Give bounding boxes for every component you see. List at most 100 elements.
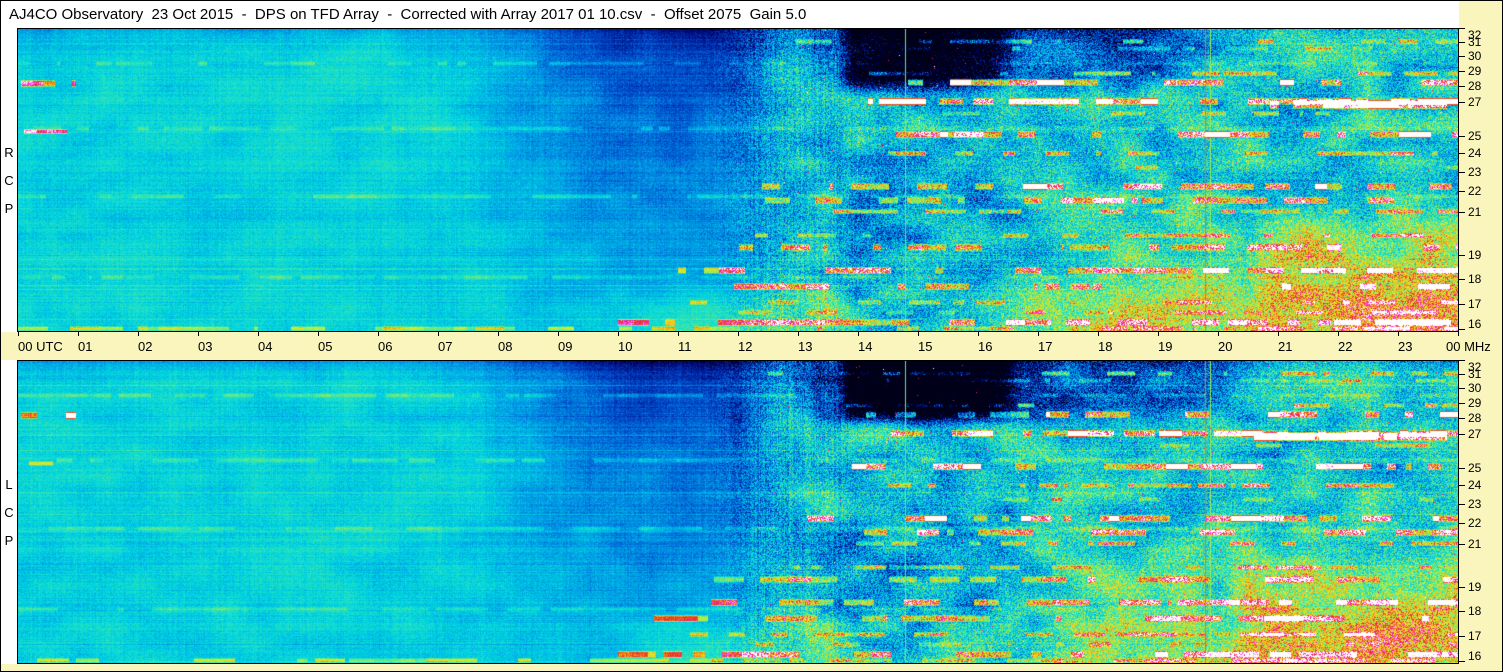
time-tick — [138, 332, 139, 336]
frequency-tick — [1459, 70, 1465, 72]
frequency-tick-label: 18 — [1468, 603, 1482, 618]
time-tick — [798, 332, 799, 336]
frequency-tick-label: 29 — [1468, 63, 1482, 78]
frequency-tick — [1459, 661, 1465, 662]
frequency-tick — [1459, 41, 1465, 43]
frequency-tick-label: 19 — [1468, 580, 1482, 595]
frequency-tick-label: 23 — [1468, 164, 1482, 179]
frequency-tick-label: 22 — [1468, 184, 1482, 199]
time-tick — [978, 332, 979, 336]
channel-letter: R — [4, 144, 14, 160]
frequency-tick-label: 31 — [1468, 34, 1482, 49]
frequency-tick — [1459, 587, 1465, 589]
frequency-tick-label: 29 — [1468, 395, 1482, 410]
frequency-tick — [1459, 373, 1465, 375]
time-tick-label: 10 — [618, 339, 633, 354]
frequency-tick — [1459, 360, 1465, 361]
time-tick-label: 02 — [138, 339, 153, 354]
frequency-tick — [1459, 523, 1465, 525]
frequency-tick-label: 16 — [1468, 649, 1482, 663]
time-tick — [918, 332, 919, 336]
time-tick-label: 05 — [318, 339, 333, 354]
time-tick — [738, 332, 739, 336]
time-tick-label: 15 — [918, 339, 933, 354]
frequency-tick — [1459, 635, 1465, 637]
frequency-tick-label: 25 — [1468, 460, 1482, 475]
time-tick-label: 11 — [678, 339, 692, 354]
title-bar: AJ4CO Observatory 23 Oct 2015 - DPS on T… — [1, 1, 1459, 28]
frequency-tick-label: 25 — [1468, 128, 1482, 143]
frequency-tick — [1459, 102, 1465, 104]
frequency-tick — [1459, 211, 1465, 213]
time-tick-label: 17 — [1038, 339, 1053, 354]
time-tick-label: 01 — [78, 339, 93, 354]
time-tick-label: 09 — [558, 339, 573, 354]
time-tick-label: 16 — [978, 339, 993, 354]
bottom-margin — [1, 664, 1459, 671]
frequency-tick-label: 17 — [1468, 628, 1482, 643]
frequency-tick — [1459, 303, 1465, 305]
frequency-tick — [1459, 56, 1465, 58]
frequency-tick — [1459, 278, 1465, 280]
time-tick — [1218, 332, 1219, 336]
frequency-tick — [1459, 610, 1465, 612]
frequency-tick — [1459, 503, 1465, 505]
frequency-tick-label: 28 — [1468, 411, 1482, 426]
frequency-tick — [1459, 418, 1465, 420]
frequency-tick — [1459, 467, 1465, 469]
frequency-tick-label: 32 — [1468, 360, 1482, 374]
frequency-tick-label: 28 — [1468, 79, 1482, 94]
frequency-tick-label: 18 — [1468, 271, 1482, 286]
time-tick-label: 12 — [738, 339, 753, 354]
frequency-tick — [1459, 191, 1465, 193]
frequency-tick — [1459, 329, 1465, 330]
frequency-tick-label: 24 — [1468, 478, 1482, 493]
time-tick — [1158, 332, 1159, 336]
frequency-axis-gutter — [1459, 1, 1502, 671]
frequency-tick — [1459, 28, 1465, 29]
time-tick — [438, 332, 439, 336]
spectrogram-panel-rcp — [17, 28, 1459, 332]
frequency-tick-label: 32 — [1468, 28, 1482, 42]
time-tick-label: 14 — [858, 339, 873, 354]
spectrogram-canvas-lcp — [18, 361, 1458, 663]
frequency-labels-lcp: 32 31 30 29 28 27 25 24 23 22 21 19 18 17 16 — [1459, 360, 1502, 664]
frequency-tick — [1459, 402, 1465, 404]
frequency-tick-label: 30 — [1468, 49, 1482, 64]
time-tick — [1098, 332, 1099, 336]
time-tick-label: 19 — [1158, 339, 1173, 354]
spectrogram-canvas-rcp — [18, 29, 1458, 331]
time-tick-label: 06 — [378, 339, 393, 354]
channel-letter: L — [5, 476, 13, 492]
time-tick — [78, 332, 79, 336]
frequency-tick-label: 19 — [1468, 248, 1482, 263]
time-tick-label: 08 — [498, 339, 513, 354]
frequency-tick — [1459, 86, 1465, 88]
channel-letter: P — [4, 200, 14, 216]
time-tick — [1278, 332, 1279, 336]
frequency-tick — [1459, 543, 1465, 545]
time-tick — [678, 332, 679, 336]
frequency-tick-label: 17 — [1468, 296, 1482, 311]
time-axis: 00 UTC 01 02 03 04 05 06 07 08 09 10 11 12 13 14 15 16 17… — [1, 332, 1491, 360]
time-tick-label: 22 — [1338, 339, 1353, 354]
frequency-tick — [1459, 485, 1465, 487]
channel-letter: C — [4, 504, 14, 520]
spectrogram-panel-lcp — [17, 360, 1459, 664]
time-tick — [618, 332, 619, 336]
channel-letter: C — [4, 172, 14, 188]
time-tick-label: 23 — [1398, 339, 1413, 354]
time-tick — [1458, 332, 1459, 336]
window-title: AJ4CO Observatory 23 Oct 2015 - DPS on T… — [9, 6, 807, 23]
time-tick-label: 03 — [198, 339, 213, 354]
channel-label-lcp: L C P — [1, 360, 17, 664]
frequency-tick-label: 30 — [1468, 381, 1482, 396]
time-tick-label: 04 — [258, 339, 273, 354]
time-tick-label: 13 — [798, 339, 813, 354]
time-tick — [198, 332, 199, 336]
frequency-tick-label: 21 — [1468, 204, 1482, 219]
time-tick-label: 21 — [1278, 339, 1293, 354]
frequency-tick-label: 16 — [1468, 317, 1482, 331]
frequency-tick-label: 21 — [1468, 536, 1482, 551]
